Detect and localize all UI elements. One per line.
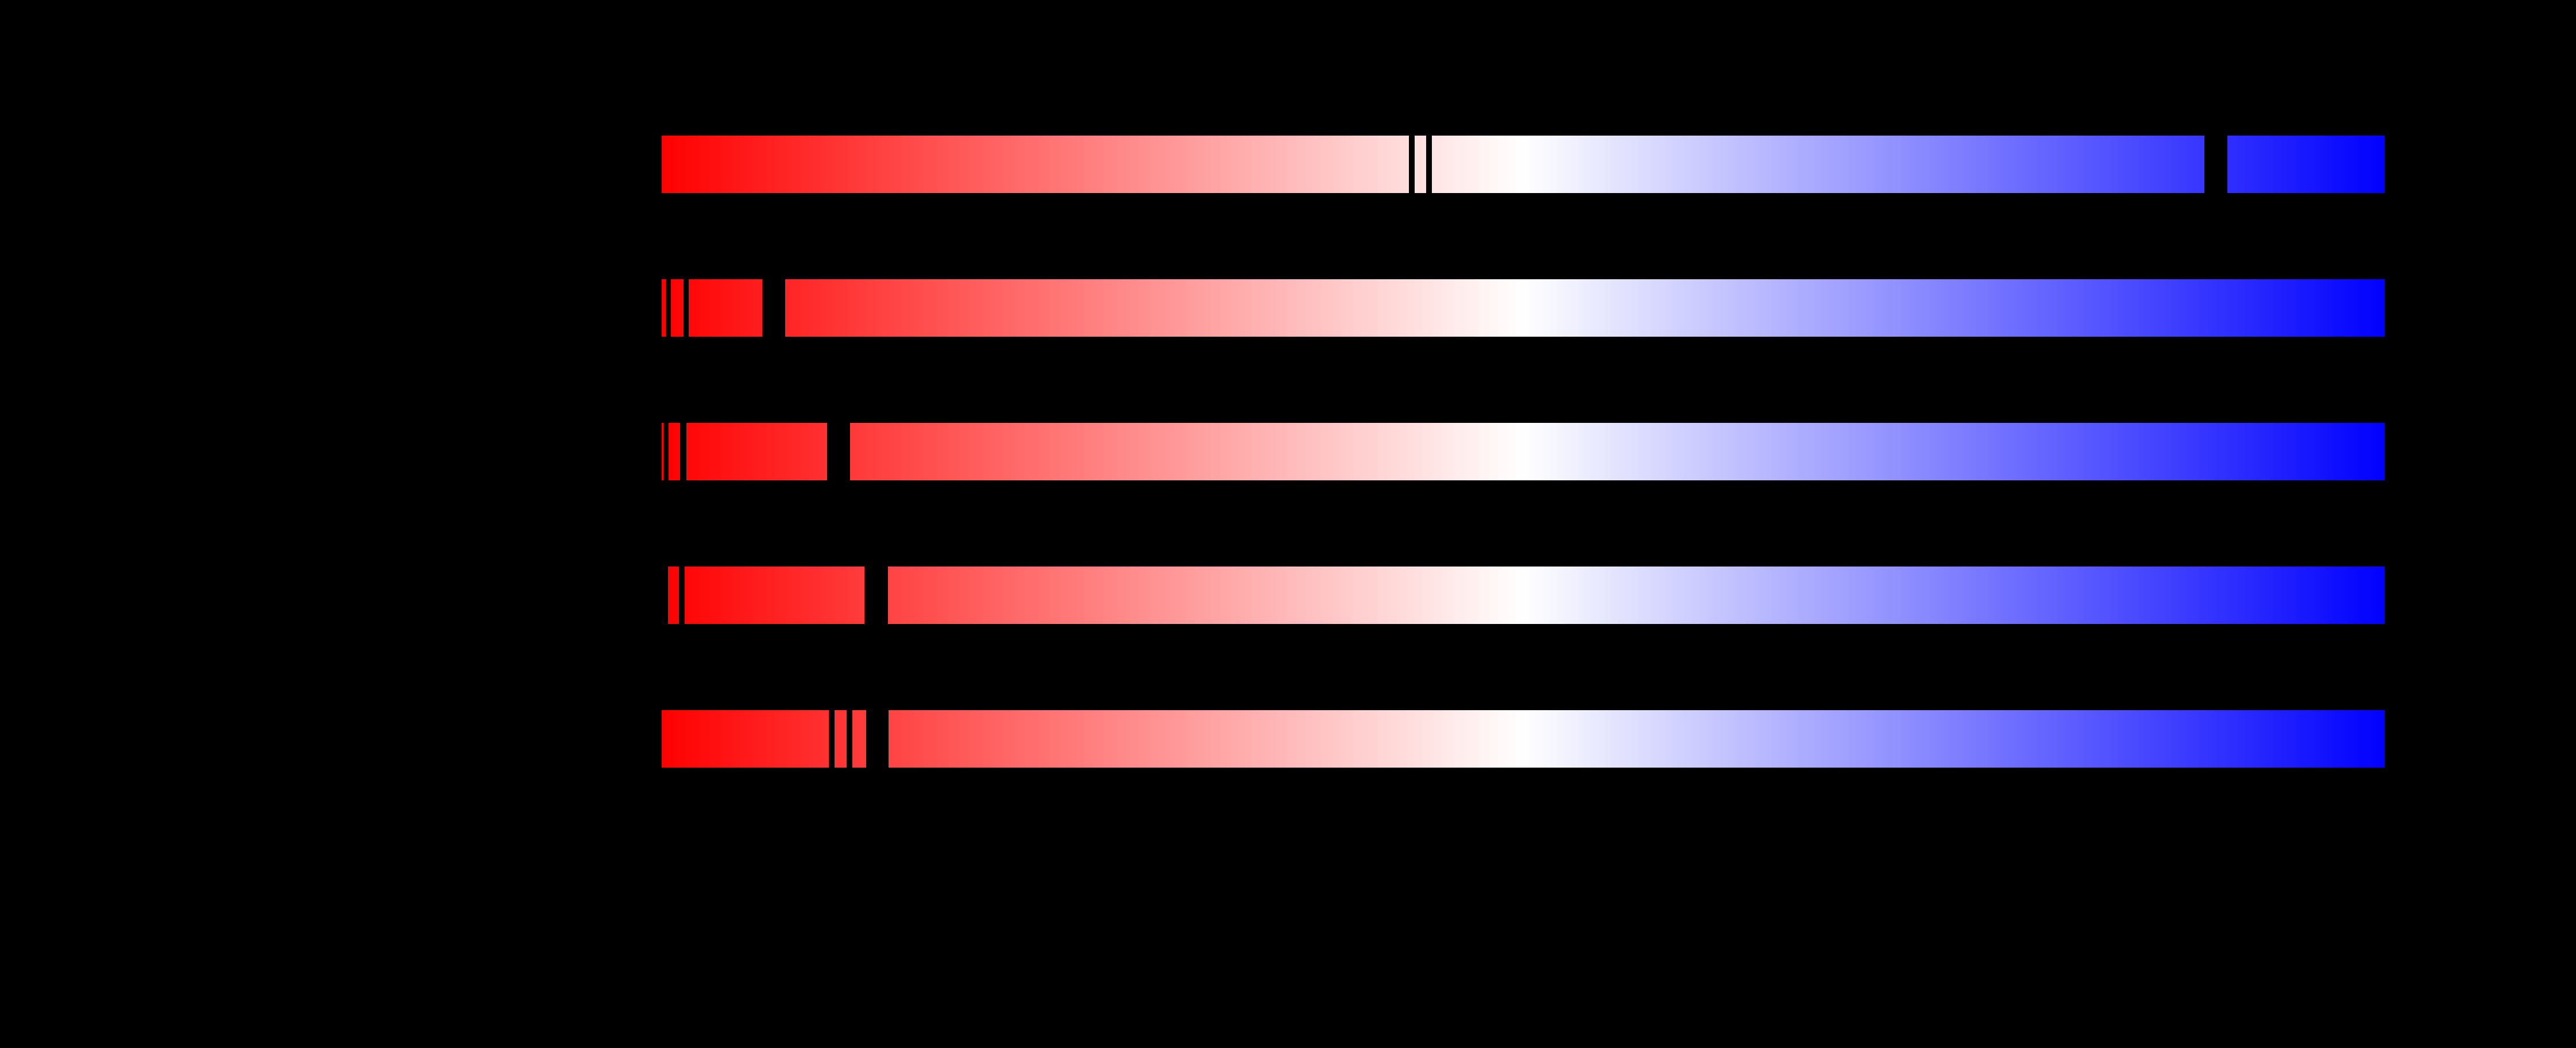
bar-segment: [1415, 136, 1426, 193]
bar-segment: [668, 567, 679, 624]
bar-segment: [1432, 136, 2204, 193]
bar-segment: [662, 136, 1409, 193]
bar-segment: [685, 567, 864, 624]
bar-segment: [850, 423, 2385, 480]
bar-segment: [686, 423, 827, 480]
bar-segment: [671, 279, 683, 337]
bar-segment: [835, 710, 847, 768]
bar-segment: [689, 279, 762, 337]
bar-segment: [852, 710, 866, 768]
bar-segment: [2227, 136, 2385, 193]
bar-segment: [785, 279, 2385, 337]
bar-segment: [669, 423, 680, 480]
bar-segment: [662, 423, 663, 480]
bar-segment: [888, 567, 2385, 624]
bar-segment: [889, 710, 2385, 768]
bar-segment: [662, 710, 829, 768]
bar-segment: [662, 279, 666, 337]
